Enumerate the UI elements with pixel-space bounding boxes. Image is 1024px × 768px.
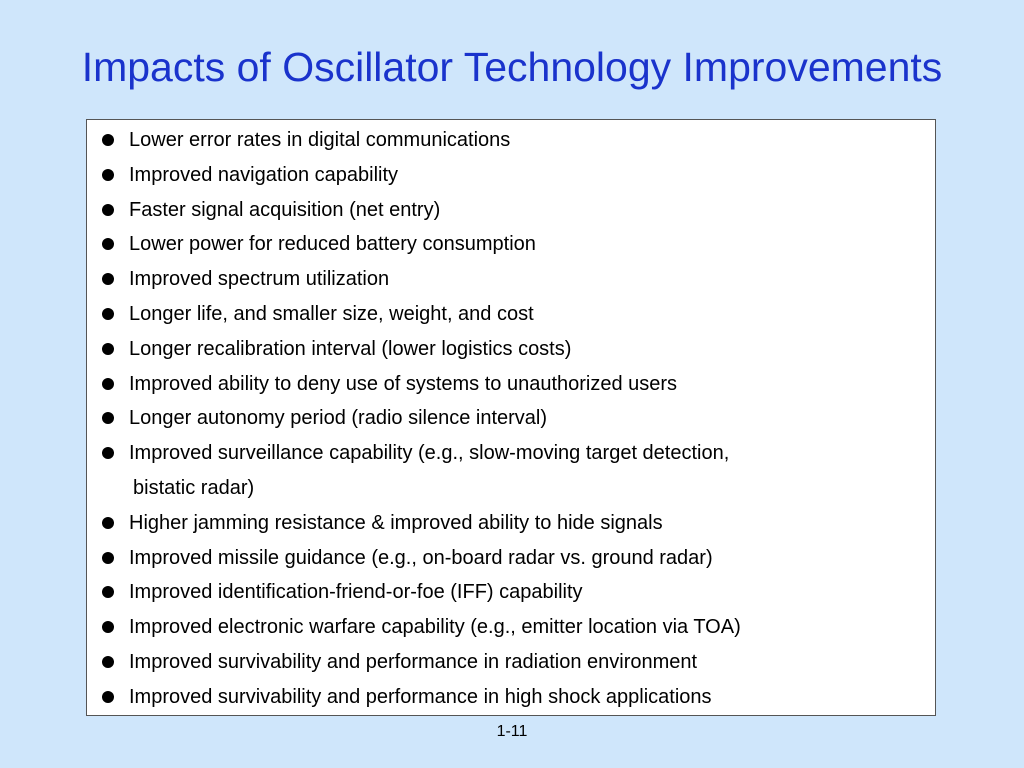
- bullet-dot-icon: [102, 238, 114, 251]
- bullet-text: Longer recalibration interval (lower log…: [129, 337, 572, 360]
- bullet-dot-icon: [102, 621, 114, 634]
- bullet-item: Improved survivability and performance i…: [87, 680, 935, 715]
- bullet-dot-icon: [102, 447, 114, 460]
- bullet-dot-icon: [102, 655, 114, 668]
- bullet-item: Longer autonomy period (radio silence in…: [87, 401, 935, 436]
- bullet-item: Lower power for reduced battery consumpt…: [87, 227, 935, 262]
- bullet-item: Improved missile guidance (e.g., on-boar…: [87, 541, 935, 576]
- bullet-dot-icon: [102, 342, 114, 355]
- bullet-text: Lower power for reduced battery consumpt…: [129, 233, 536, 256]
- bullet-text: Improved electronic warfare capability (…: [129, 616, 741, 639]
- bullet-item: Faster signal acquisition (net entry): [87, 193, 935, 228]
- bullet-text: Improved missile guidance (e.g., on-boar…: [129, 546, 713, 569]
- bullet-dot-icon: [102, 377, 114, 390]
- bullet-text: Faster signal acquisition (net entry): [129, 198, 441, 221]
- bullet-dot-icon: [102, 307, 114, 320]
- bullet-text: Improved survivability and performance i…: [129, 650, 698, 673]
- bullet-dot-icon: [102, 551, 114, 564]
- bullet-dot-icon: [102, 412, 114, 425]
- bullet-text: Improved surveillance capability (e.g., …: [129, 442, 730, 465]
- bullet-text: Improved identification-friend-or-foe (I…: [129, 581, 583, 604]
- slide-title: Impacts of Oscillator Technology Improve…: [81, 44, 943, 90]
- bullet-text: Improved survivability and performance i…: [129, 685, 712, 708]
- bullet-item: Improved survivability and performance i…: [87, 645, 935, 680]
- bullet-dot-icon: [102, 690, 114, 703]
- bullet-item: Improved navigation capability: [87, 158, 935, 193]
- bullet-text: Improved spectrum utilization: [129, 268, 390, 291]
- bullet-item: Longer life, and smaller size, weight, a…: [87, 297, 935, 332]
- page-number: 1-11: [496, 723, 528, 740]
- bullet-continuation-text: bistatic radar): [133, 476, 255, 499]
- bullet-dot-icon: [102, 586, 114, 599]
- bullet-text: Higher jamming resistance & improved abi…: [129, 511, 663, 534]
- bullet-dot-icon: [102, 273, 114, 286]
- bullet-item: Higher jamming resistance & improved abi…: [87, 506, 935, 541]
- bullet-text: Improved navigation capability: [129, 163, 399, 186]
- bullet-item: Improved surveillance capability (e.g., …: [87, 436, 935, 506]
- bullet-text: Longer autonomy period (radio silence in…: [129, 407, 548, 430]
- bullet-item: Improved spectrum utilization: [87, 262, 935, 297]
- bullet-text: Improved ability to deny use of systems …: [129, 372, 678, 395]
- bullet-dot-icon: [102, 134, 114, 146]
- bullet-item: Longer recalibration interval (lower log…: [87, 332, 935, 367]
- bullet-item: Lower error rates in digital communicati…: [87, 123, 935, 158]
- bullet-dot-icon: [102, 203, 114, 216]
- bullet-box: Lower error rates in digital communicati…: [86, 119, 936, 716]
- bullet-item: Improved ability to deny use of systems …: [87, 367, 935, 402]
- bullet-dot-icon: [102, 168, 114, 181]
- bullet-item: Improved electronic warfare capability (…: [87, 610, 935, 645]
- bullet-list: Lower error rates in digital communicati…: [87, 123, 935, 715]
- bullet-dot-icon: [102, 516, 114, 529]
- bullet-text: Longer life, and smaller size, weight, a…: [129, 302, 534, 325]
- bullet-text: Lower error rates in digital communicati…: [129, 129, 511, 151]
- bullet-item: Improved identification-friend-or-foe (I…: [87, 575, 935, 610]
